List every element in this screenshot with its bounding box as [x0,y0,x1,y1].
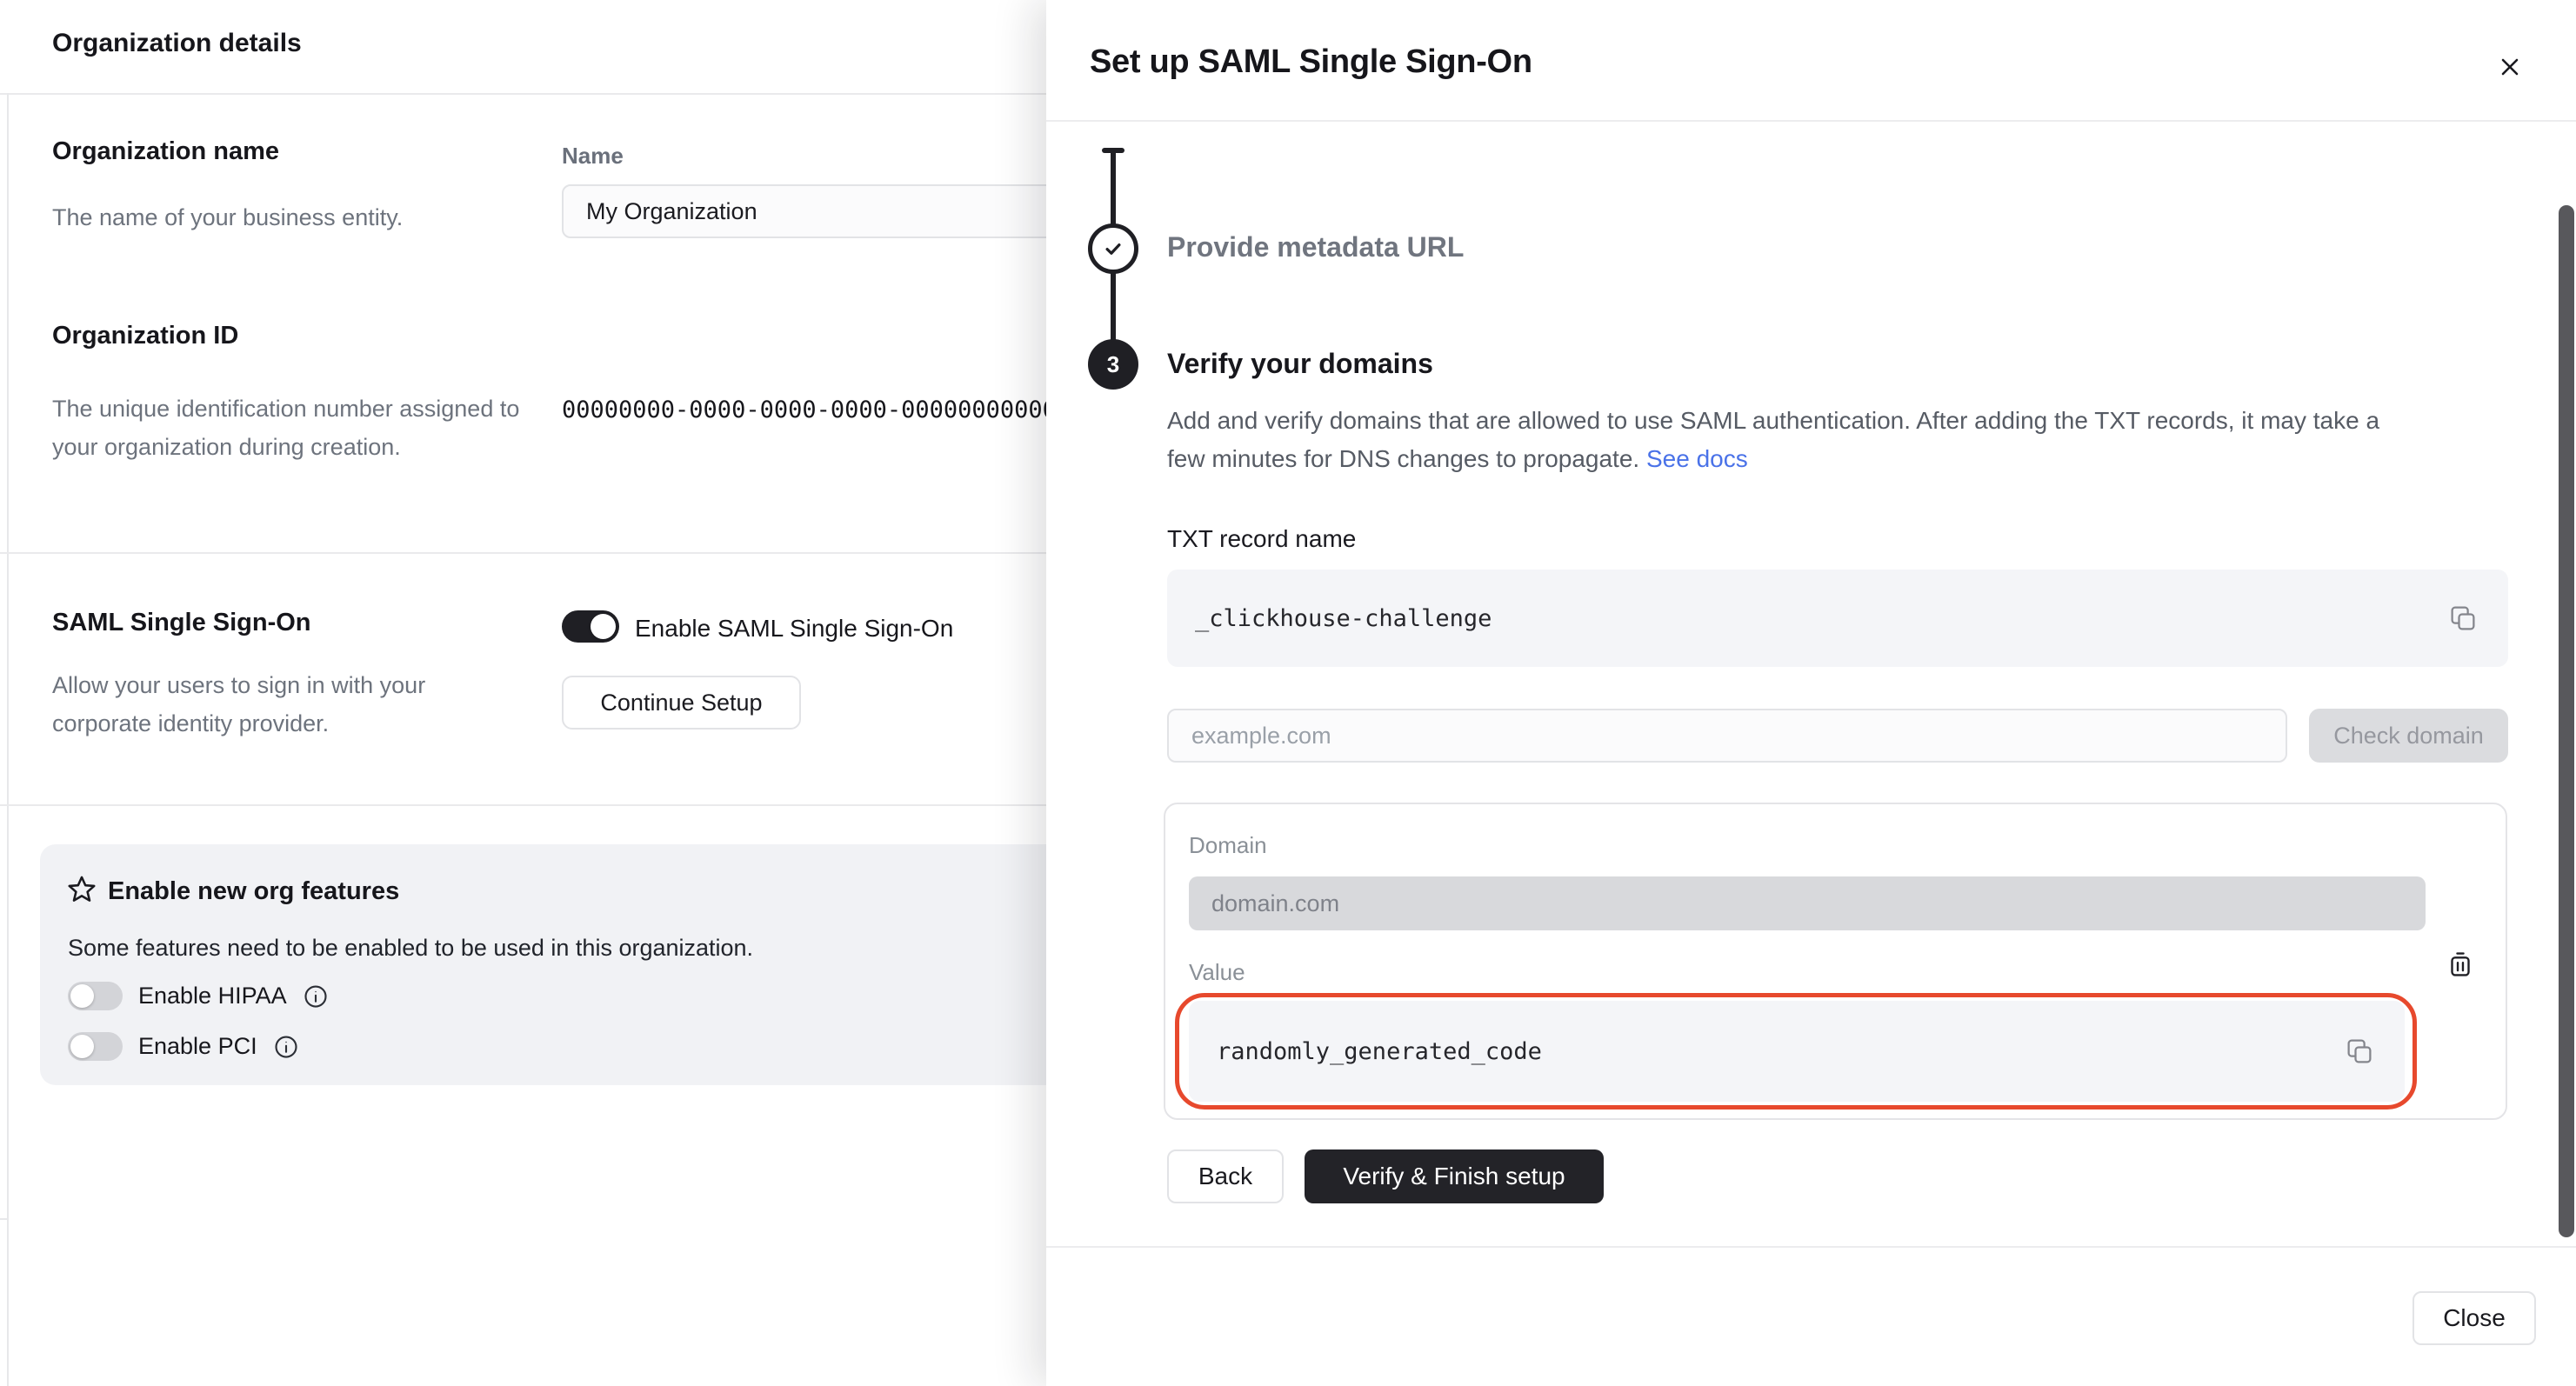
domain-value-input [1189,876,2426,930]
domain-label: Domain [1189,832,1267,858]
star-icon [66,874,97,905]
txt-record-name-box: _clickhouse-challenge [1167,570,2508,667]
txt-record-name-value: _clickhouse-challenge [1195,604,1492,632]
toggle-knob [70,1035,94,1058]
domain-card: Domain Value randomly_generated_code [1164,803,2507,1120]
txt-record-name-label: TXT record name [1167,525,1357,552]
see-docs-link[interactable]: See docs [1645,445,1748,472]
left-edge-divider [7,93,9,1386]
org-id-heading: Organization ID [52,322,239,350]
page-title: Organization details [52,29,302,57]
saml-heading: SAML Single Sign-On [52,609,311,636]
description-line-2: few minutes for DNS changes to propagate… [1167,440,2379,478]
drawer-title: Set up SAML Single Sign-On [1090,43,1532,80]
copy-icon[interactable] [2340,1032,2379,1070]
org-id-description: The unique identification number assigne… [52,396,520,460]
hipaa-toggle-label: Enable HIPAA [138,983,287,1009]
org-name-description: The name of your business entity. [52,204,404,230]
domain-input[interactable] [1167,709,2287,763]
left-edge-tick [0,1218,8,1220]
pci-toggle[interactable] [68,1032,123,1061]
description-line-1: Add and verify domains that are allowed … [1167,407,2380,434]
toggle-knob [70,984,94,1008]
info-icon[interactable] [303,983,329,1010]
step-verify-domains-title: Verify your domains [1167,348,1433,379]
features-description: Some features need to be enabled to be u… [68,935,754,961]
pci-toggle-label: Enable PCI [138,1033,257,1059]
org-id-value: 00000000-0000-0000-0000-000000000000 [562,396,1071,423]
txt-value-code: randomly_generated_code [1217,1037,1542,1065]
verify-domains-description: Add and verify domains that are allowed … [1167,402,2379,478]
trash-icon[interactable] [2439,943,2481,985]
saml-description: Allow your users to sign in with your co… [52,672,426,736]
scrollbar-thumb[interactable] [2559,205,2574,1237]
description-line-2-text: few minutes for DNS changes to propagate… [1167,445,1640,472]
saml-toggle-label: Enable SAML Single Sign-On [635,615,954,642]
step-provide-metadata-label: Provide metadata URL [1167,231,1465,263]
close-icon[interactable] [2491,48,2529,86]
continue-setup-button[interactable]: Continue Setup [562,676,801,730]
verify-finish-setup-button[interactable]: Verify & Finish setup [1305,1149,1604,1203]
name-field-label: Name [562,143,624,169]
step-complete-icon [1088,223,1138,274]
txt-value-box: randomly_generated_code [1189,1001,2405,1102]
check-domain-button[interactable]: Check domain [2309,709,2508,763]
hipaa-toggle[interactable] [68,982,123,1010]
saml-enable-toggle[interactable] [562,610,619,643]
org-name-input[interactable] [562,184,1084,238]
value-label: Value [1189,959,1245,985]
org-name-heading: Organization name [52,137,280,165]
copy-icon[interactable] [2444,599,2482,637]
back-button[interactable]: Back [1167,1149,1284,1203]
saml-setup-drawer: Set up SAML Single Sign-On Provide metad… [1046,0,2576,1386]
drawer-footer: Close [1046,1246,2576,1386]
close-button[interactable]: Close [2412,1291,2536,1345]
feature-row-hipaa: Enable HIPAA [68,982,329,1010]
drawer-header: Set up SAML Single Sign-On [1046,0,2576,122]
features-title: Enable new org features [108,877,400,905]
new-org-features-card: Enable new org features Some features ne… [40,844,1118,1085]
toggle-knob [591,614,616,639]
info-icon[interactable] [273,1034,299,1060]
feature-row-pci: Enable PCI [68,1032,299,1061]
step-number-badge: 3 [1088,339,1138,390]
